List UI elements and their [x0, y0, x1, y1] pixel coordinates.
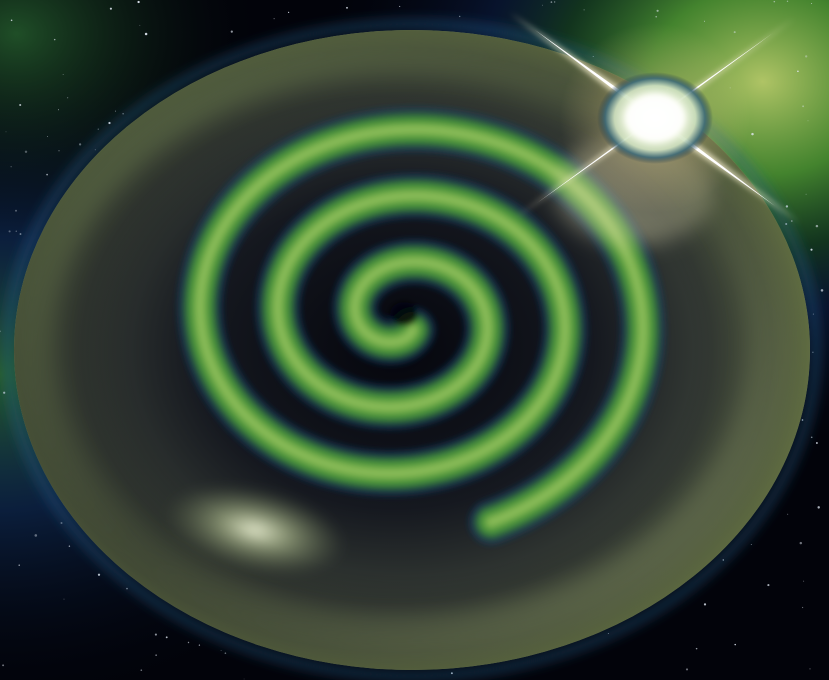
disc-outer-halo — [4, 20, 820, 680]
star-flare — [510, 13, 800, 223]
